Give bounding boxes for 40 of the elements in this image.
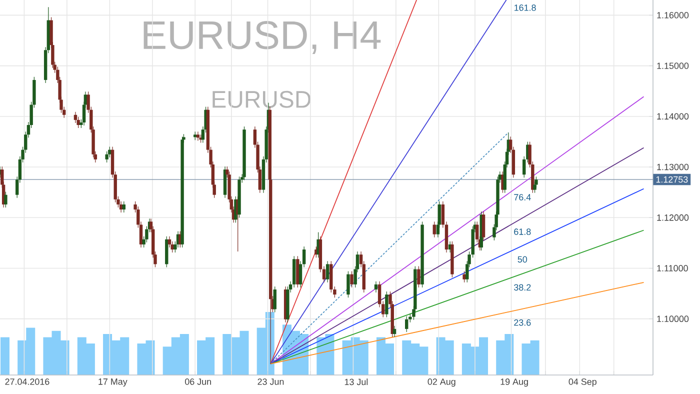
candlestick: [105, 151, 108, 163]
y-tick-label: 1.11000: [657, 265, 688, 272]
candlestick: [417, 266, 420, 288]
x-tick-label: 17 May: [98, 378, 128, 387]
x-tick-label: 23 Jun: [258, 378, 284, 385]
x-tick-label: 19 Aug: [500, 378, 528, 387]
ref-line-label: 1.12753: [656, 176, 688, 183]
candlestick: [4, 192, 8, 208]
series-label: 161.8: [514, 4, 536, 11]
y-tick-label: 1.14000: [657, 113, 689, 120]
y-tick-label: 1.16000: [657, 12, 689, 18]
candlestick: [196, 131, 200, 141]
bar: [0, 337, 10, 375]
series-label: 23.6: [514, 319, 531, 326]
series-label: 76.4: [514, 194, 531, 200]
y-tick-label: 1.12000: [657, 214, 689, 221]
y-tick-label: 1.10000: [657, 316, 689, 322]
candlestick: [462, 270, 466, 283]
x-tick-label: 13 Jul: [344, 378, 368, 386]
candlestick: [122, 201, 126, 213]
series-label: 38.2: [514, 284, 531, 291]
y-tick-label: 1.13000: [657, 164, 689, 170]
candlestick: [374, 281, 378, 293]
candlestick: [385, 291, 388, 318]
candlestick: [350, 270, 354, 288]
candlestick: [482, 211, 486, 241]
y-tick-label: 1.15000: [657, 62, 689, 69]
candlestick: [326, 260, 330, 283]
x-tick-label: 02 Aug: [428, 378, 456, 387]
candlestick: [392, 326, 396, 338]
chart-title: EURUSD, H4: [144, 21, 381, 54]
series-label: 50: [518, 256, 528, 263]
x-tick-label: 04 Sep: [568, 378, 596, 387]
series-label: 61.8: [514, 228, 531, 235]
x-tick-label: 06 Jun: [185, 378, 211, 385]
candlestick: [432, 221, 436, 238]
x-tick-label: 27.04.2016: [5, 378, 50, 385]
text: EURUSD: [212, 90, 311, 108]
candlestick: [346, 270, 350, 298]
candlestick: [405, 316, 408, 332]
